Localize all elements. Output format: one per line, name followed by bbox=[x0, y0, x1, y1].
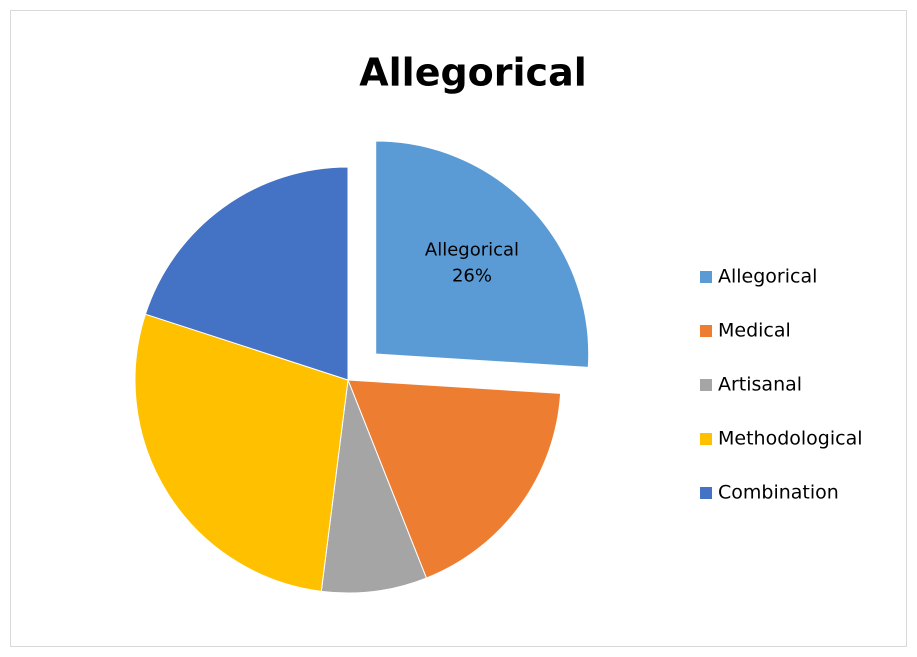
legend-swatch bbox=[700, 433, 712, 445]
legend-swatch bbox=[700, 271, 712, 283]
legend-label: Allegorical bbox=[718, 266, 817, 288]
data-label-name: Allegorical bbox=[425, 240, 519, 261]
pie-slice bbox=[320, 379, 428, 594]
legend-label: Artisanal bbox=[718, 374, 802, 396]
pie-slice bbox=[347, 379, 562, 579]
pie-slice bbox=[134, 313, 349, 592]
legend-label: Medical bbox=[718, 320, 791, 342]
chart-title: Allegorical bbox=[359, 51, 587, 95]
legend-swatch bbox=[700, 487, 712, 499]
data-label-value: 26% bbox=[452, 266, 492, 287]
legend-label: Combination bbox=[718, 482, 839, 504]
pie-slice bbox=[144, 166, 349, 381]
pie-slice bbox=[375, 140, 590, 368]
legend-label: Methodological bbox=[718, 428, 863, 450]
legend-swatch bbox=[700, 379, 712, 391]
legend-swatch bbox=[700, 325, 712, 337]
